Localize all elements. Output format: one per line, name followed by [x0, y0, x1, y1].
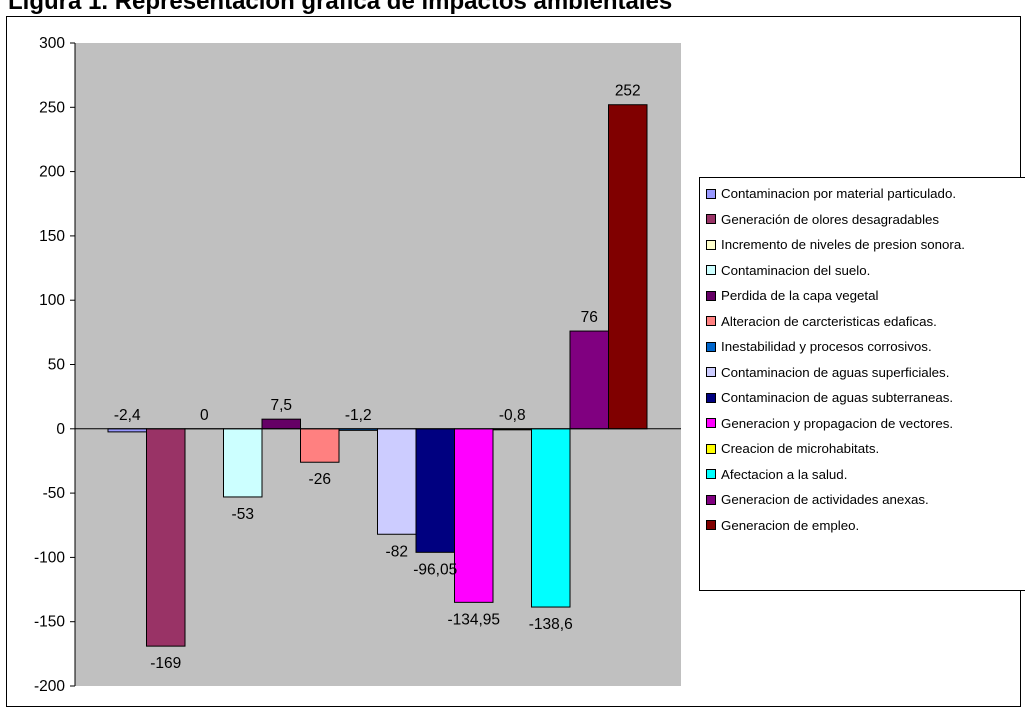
chart-area: -200 -150 -100 -50 0 50 100 150 200 250 300 -2,4 -1…: [6, 16, 1025, 707]
y-tick-label: 150: [39, 228, 65, 245]
bar: [146, 428, 186, 647]
legend-item: Afectacion a la salud.: [700, 462, 1025, 488]
top-caption-strip: Ligura 1. Representacion grafica de impa…: [0, 0, 1025, 16]
y-tick-label: 200: [39, 164, 65, 181]
y-tick-label: 250: [39, 99, 65, 116]
bar: [377, 428, 417, 535]
legend-swatch: [706, 494, 716, 505]
y-axis-ticks: -200 -150 -100 -50 0 50 100 150 200 250 300: [34, 35, 75, 695]
legend-label: Contaminacion de aguas superficiales.: [721, 364, 950, 380]
legend-item: Inestabilidad y procesos corrosivos.: [700, 334, 1025, 360]
legend-label: Alteracion de carcteristicas edaficas.: [721, 313, 937, 329]
y-tick-label: -100: [34, 549, 65, 566]
legend-item: Generacion y propagacion de vectores.: [700, 411, 1025, 437]
legend-swatch: [706, 239, 716, 250]
legend-swatch: [706, 418, 716, 429]
y-tick-label: -150: [34, 614, 65, 631]
legend-item: Creacion de microhabitats.: [700, 436, 1025, 462]
legend-swatch: [706, 443, 716, 454]
legend-swatch: [706, 520, 716, 531]
legend-item: Generación de olores desagradables: [700, 207, 1025, 233]
legend-swatch: [706, 188, 716, 199]
bar-data-label: -1,2: [345, 407, 372, 424]
bar-data-label: 76: [581, 309, 598, 326]
legend-label: Afectacion a la salud.: [721, 466, 848, 482]
bar-data-label: 252: [615, 83, 641, 100]
bar-data-label: -96,05: [413, 561, 457, 578]
legend-swatch: [706, 316, 716, 327]
bar: [223, 428, 263, 498]
legend-swatch: [706, 265, 716, 276]
legend: Contaminacion por material particulado. G…: [699, 177, 1025, 591]
data-labels-group: -2,4 -169 0 -53 7,5 -26 -1,2 -82 -96,05 -134,95 -0…: [114, 83, 641, 672]
legend-label: Incremento de niveles de presion sonora.: [721, 237, 965, 253]
legend-item: Perdida de la capa vegetal: [700, 283, 1025, 309]
legend-swatch: [706, 290, 716, 301]
legend-item: Contaminacion de aguas superficiales.: [700, 360, 1025, 386]
legend-swatch: [706, 214, 716, 225]
legend-label: Inestabilidad y procesos corrosivos.: [721, 339, 932, 355]
bar-data-label: 7,5: [270, 397, 292, 414]
y-tick-label: 50: [48, 357, 66, 374]
legend-label: Contaminacion de aguas subterraneas.: [721, 390, 954, 406]
bar: [300, 428, 340, 463]
legend-item: Alteracion de carcteristicas edaficas.: [700, 309, 1025, 335]
legend-swatch: [706, 341, 716, 352]
legend-item: Incremento de niveles de presion sonora.: [700, 232, 1025, 258]
legend-swatch: [706, 367, 716, 378]
legend-item: Contaminacion del suelo.: [700, 258, 1025, 284]
legend-item: Contaminacion de aguas subterraneas.: [700, 385, 1025, 411]
bar: [454, 428, 494, 603]
legend-label: Generacion de actividades anexas.: [721, 492, 929, 508]
bar: [531, 428, 571, 608]
bar: [608, 104, 648, 430]
legend-label: Generación de olores desagradables: [721, 211, 940, 227]
y-tick-label: 300: [39, 35, 65, 52]
bar-data-label: -26: [309, 471, 331, 488]
legend-swatch: [706, 469, 716, 480]
legend-label: Creacion de microhabitats.: [721, 441, 880, 457]
bar-data-label: -134,95: [447, 611, 500, 628]
bar: [569, 330, 609, 430]
bar-data-label: -169: [150, 655, 181, 672]
bar: [415, 428, 455, 553]
y-tick-label: 0: [56, 421, 65, 438]
top-caption-text: Ligura 1. Representacion grafica de impa…: [8, 0, 673, 15]
bar: [261, 418, 301, 430]
bar-data-label: 0: [200, 407, 209, 424]
legend-item: Generacion de empleo.: [700, 513, 1025, 539]
legend-item: Generacion de actividades anexas.: [700, 487, 1025, 513]
bar-data-label: -0,8: [499, 407, 526, 424]
bar-data-label: -2,4: [114, 407, 141, 424]
plot-svg: -200 -150 -100 -50 0 50 100 150 200 250 300 -2,4 -1…: [34, 35, 681, 695]
bar-data-label: -53: [232, 506, 254, 523]
legend-item: Contaminacion por material particulado.: [700, 181, 1025, 207]
legend-label: Perdida de la capa vegetal: [721, 288, 879, 304]
y-tick-label: -200: [34, 678, 65, 695]
legend-label: Contaminacion del suelo.: [721, 262, 871, 278]
legend-label: Generacion de empleo.: [721, 517, 860, 533]
y-tick-label: 100: [39, 292, 65, 309]
legend-label: Contaminacion por material particulado.: [721, 186, 957, 202]
bar-data-label: -138,6: [529, 616, 573, 633]
bar-data-label: -82: [386, 543, 408, 560]
y-tick-label: -50: [43, 485, 66, 502]
legend-label: Generacion y propagacion de vectores.: [721, 415, 954, 431]
bars-group: [107, 104, 648, 647]
legend-swatch: [706, 392, 716, 403]
